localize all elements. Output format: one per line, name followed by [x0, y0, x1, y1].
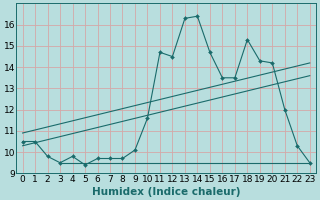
- X-axis label: Humidex (Indice chaleur): Humidex (Indice chaleur): [92, 187, 240, 197]
